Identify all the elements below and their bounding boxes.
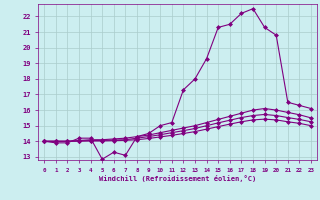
X-axis label: Windchill (Refroidissement éolien,°C): Windchill (Refroidissement éolien,°C) — [99, 175, 256, 182]
